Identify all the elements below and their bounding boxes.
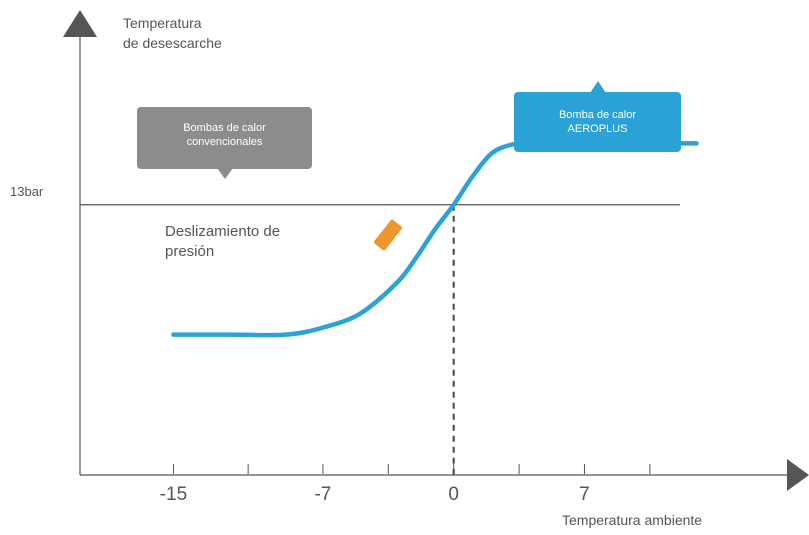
aeroplus-callout: Bomba de calor AEROPLUS <box>514 81 681 152</box>
x-tick-label: 7 <box>579 484 590 505</box>
conventional-callout: Bombas de calor convencionales <box>137 107 312 179</box>
conventional-callout-text: Bombas de calor convencionales <box>183 122 266 148</box>
x-axis-label: Temperatura ambiente <box>562 512 702 528</box>
aeroplus-callout-text: Bomba de calor AEROPLUS <box>558 109 637 135</box>
y-axis-label-line-2: de desescarche <box>123 35 222 51</box>
y-axis-label-line-1: Temperatura <box>123 15 202 31</box>
highlight-marker <box>374 219 402 251</box>
x-tick-label: -7 <box>314 484 331 505</box>
y-axis-arrow <box>63 10 97 37</box>
reference-line-label: 13bar <box>10 184 44 199</box>
x-axis-ticks: -15 -7 0 7 <box>160 464 651 505</box>
region-label-line-2: presión <box>165 243 214 260</box>
conventional-callout-pointer <box>217 168 233 179</box>
x-tick-label: -15 <box>160 484 187 505</box>
x-tick-label: 0 <box>448 484 459 505</box>
reference-lines <box>80 204 680 475</box>
x-axis-arrow <box>787 459 809 491</box>
region-label-line-1: Deslizamiento de <box>165 223 280 240</box>
aeroplus-callout-pointer <box>590 81 606 93</box>
